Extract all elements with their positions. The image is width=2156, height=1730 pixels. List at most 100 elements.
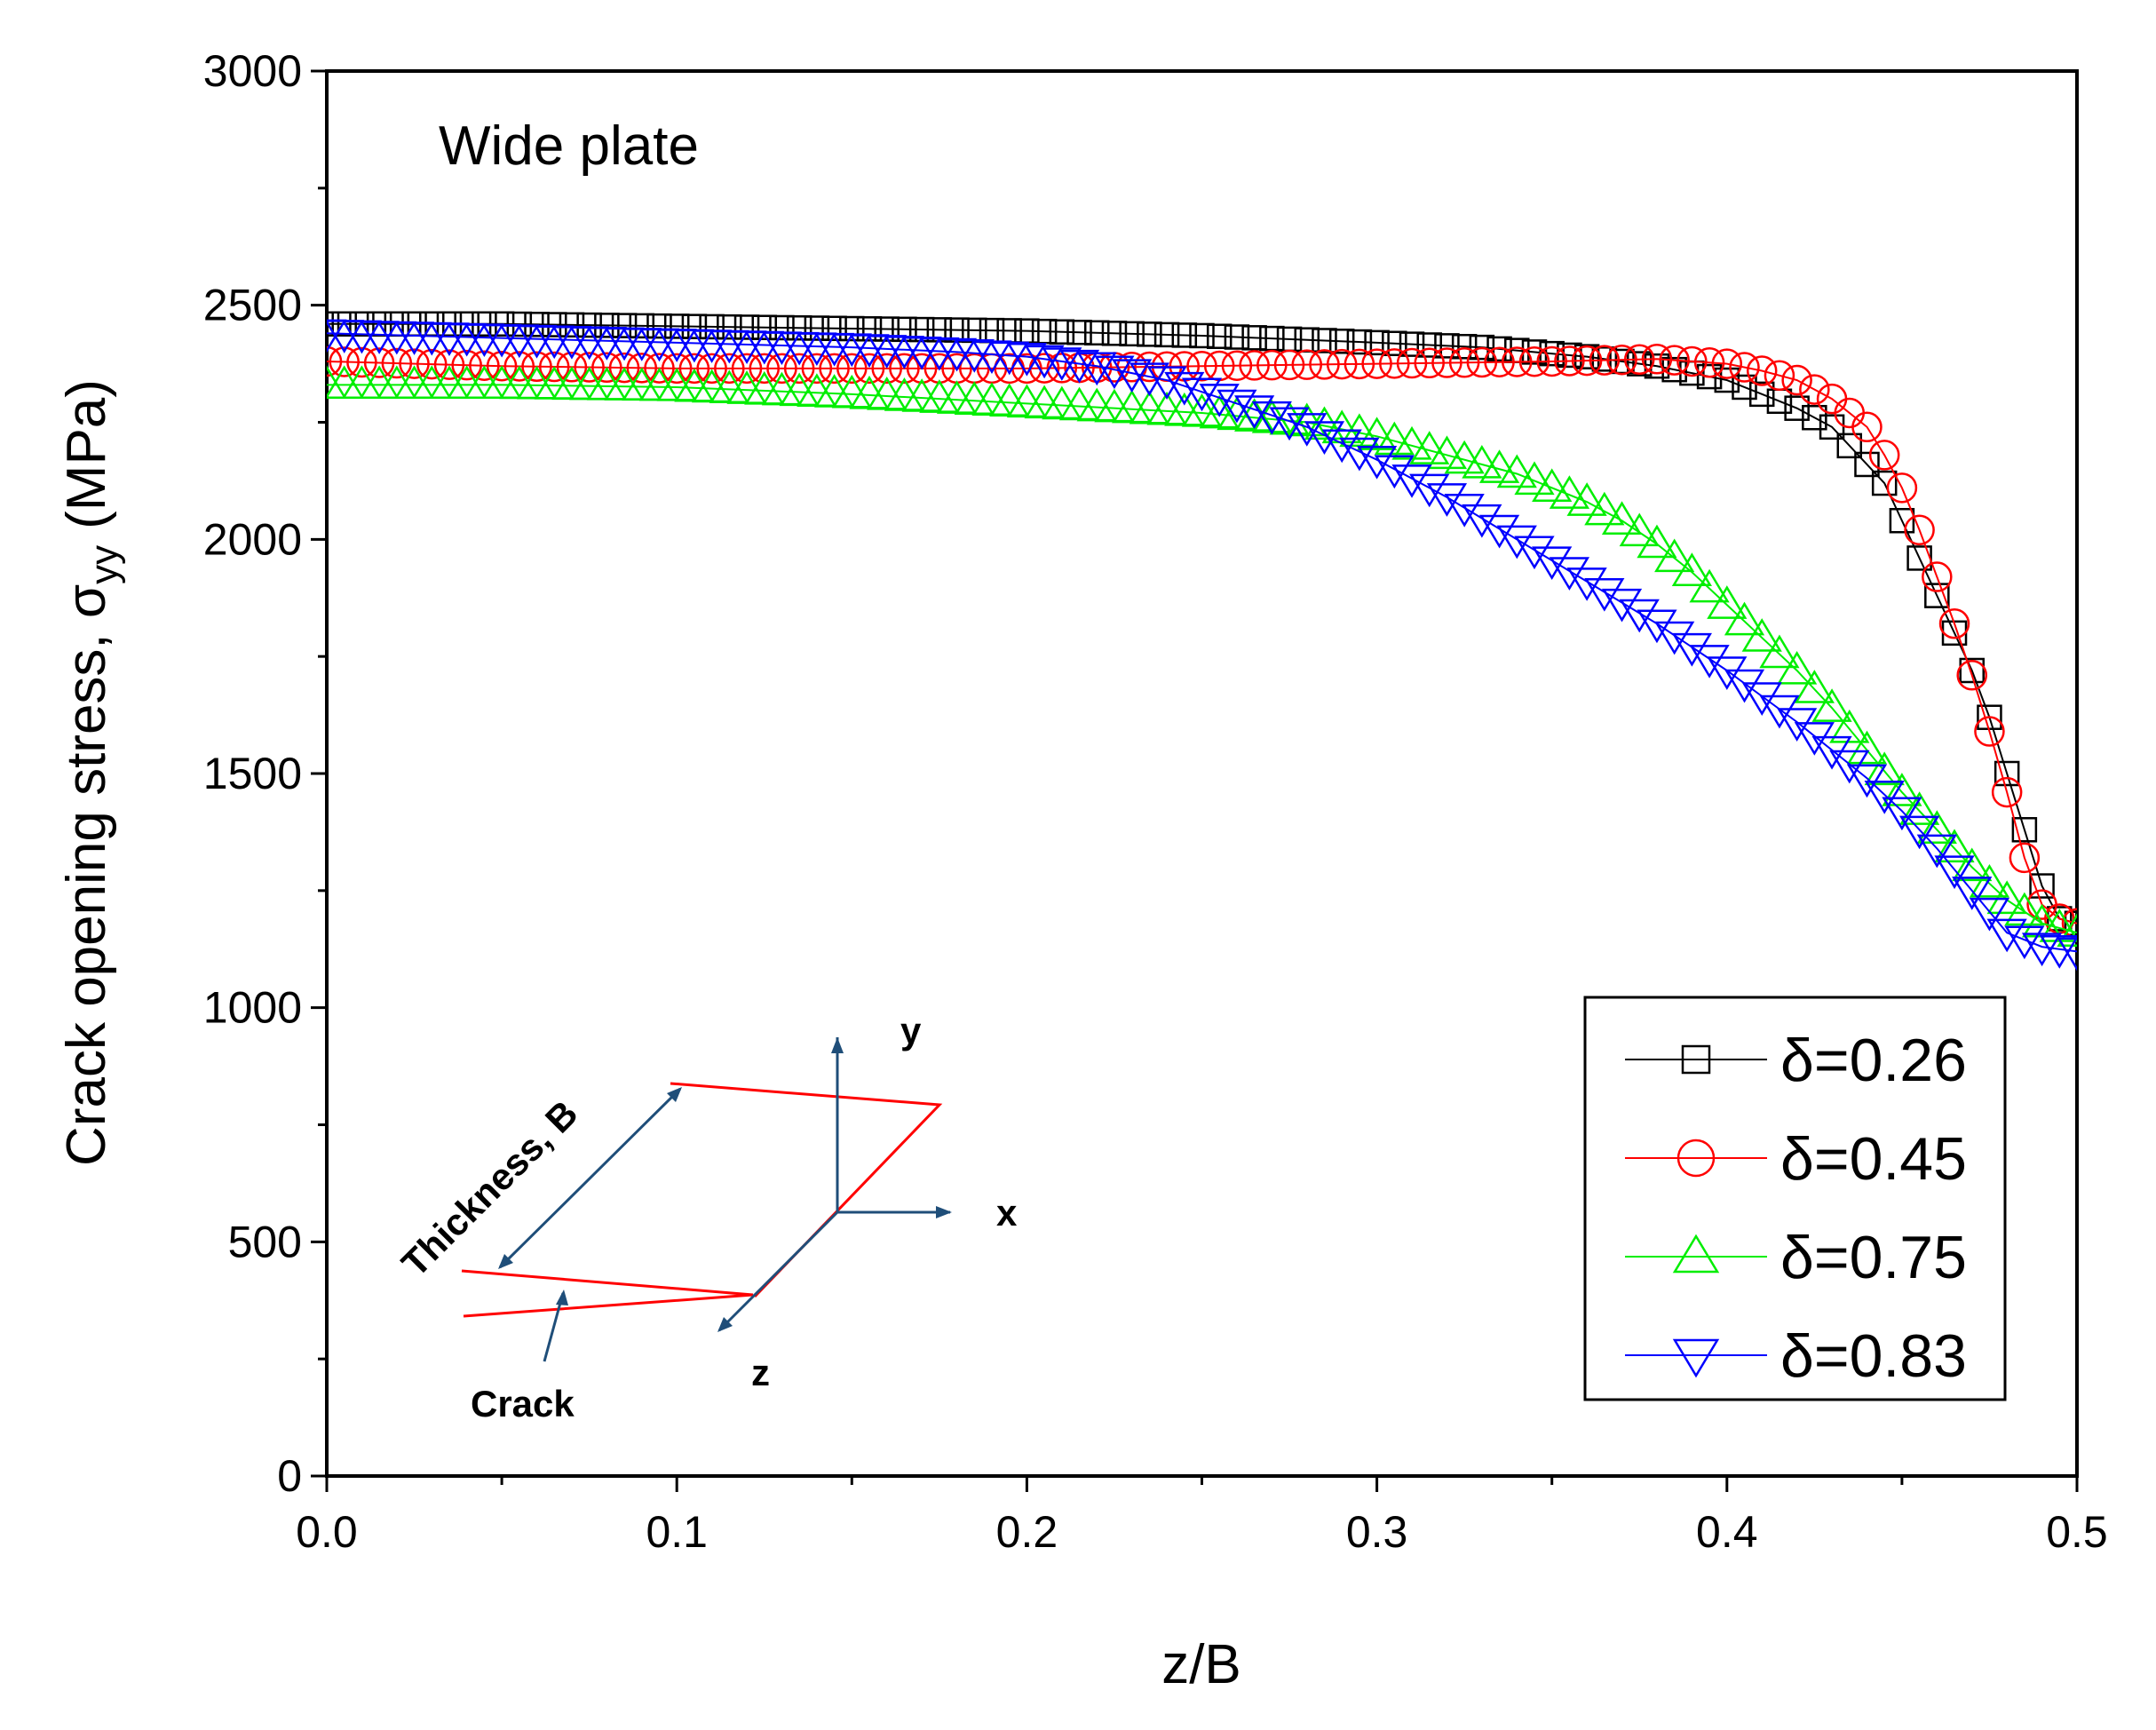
data-point: [556, 352, 588, 383]
data-point: [1024, 385, 1065, 419]
data-point: [1584, 577, 1625, 612]
thickness-double-arrow: [498, 1087, 682, 1269]
data-point: [1748, 381, 1775, 408]
data-point: [749, 353, 780, 385]
data-point: [1076, 352, 1117, 386]
series-line: [327, 384, 2077, 934]
data-point: [726, 330, 767, 364]
data-point: [1076, 387, 1117, 422]
data-point: [1781, 364, 1812, 396]
data-point: [1557, 342, 1582, 369]
data-point: [1619, 599, 1660, 633]
data-point: [329, 346, 360, 377]
data-point: [1729, 352, 1760, 383]
data-point: [681, 313, 708, 339]
data-point: [989, 383, 1030, 417]
data-point: [1399, 331, 1425, 357]
x-arrowhead-icon: [936, 1206, 952, 1218]
data-point: [1469, 334, 1495, 361]
data-point: [2009, 842, 2041, 874]
x-axis-ticks: 0.0 0.1 0.2 0.3 0.4 0.5: [296, 1476, 2108, 1557]
data-point: [779, 372, 820, 407]
data-point: [936, 380, 978, 414]
data-point: [1986, 880, 2027, 915]
data-point: [1689, 568, 1730, 603]
data-point: [1448, 347, 1480, 378]
data-point: [1256, 349, 1288, 381]
data-point: [1732, 374, 1757, 401]
data-point: [1137, 321, 1162, 347]
data-point: [1269, 407, 1310, 441]
data-point: [1922, 561, 1953, 592]
data-point: [1916, 810, 1957, 844]
data-point: [1601, 501, 1643, 535]
crack-pointer-arrowhead-icon: [556, 1290, 568, 1305]
data-point: [1619, 512, 1660, 547]
data-point: [594, 313, 620, 338]
data-point: [1934, 829, 1975, 863]
y-tick-label: 2000: [203, 514, 302, 564]
data-point: [1864, 781, 1905, 814]
data-point: [1484, 346, 1515, 377]
data-point: [2061, 908, 2077, 939]
data-point: [1899, 791, 1940, 825]
series-4: [327, 319, 2077, 972]
data-point: [1711, 348, 1743, 379]
data-point: [1434, 333, 1460, 359]
data-point: [1426, 435, 1468, 470]
data-point: [1287, 402, 1328, 437]
data-point: [678, 353, 710, 385]
data-point: [1251, 401, 1292, 435]
y-tick-label: 3000: [203, 46, 302, 96]
data-point: [709, 329, 749, 364]
data-point: [779, 331, 820, 366]
data-point: [1042, 385, 1082, 420]
annotation-wide-plate: Wide plate: [439, 115, 699, 177]
data-point: [751, 314, 777, 340]
data-point: [1224, 324, 1250, 350]
data-point: [1514, 461, 1555, 496]
data-point: [1146, 366, 1187, 401]
data-point: [2029, 873, 2055, 899]
data-point: [1083, 320, 1110, 346]
data-point: [696, 353, 727, 385]
data-point: [821, 315, 847, 342]
data-point: [1496, 454, 1537, 488]
data-point: [936, 337, 978, 372]
y-tick-label: 0: [277, 1451, 302, 1501]
data-point: [1746, 355, 1778, 386]
data-point: [451, 349, 482, 381]
data-point: [971, 340, 1012, 375]
data-point: [1189, 322, 1215, 349]
data-point: [1291, 349, 1323, 380]
data-point: [1287, 413, 1328, 447]
data-point: [1906, 545, 1932, 571]
data-point: [1549, 475, 1590, 509]
y-axis-ticks: 0 500 1000 1500 2000 2500 3000: [203, 46, 327, 1501]
data-point: [1112, 389, 1153, 424]
y-tick-label: 500: [228, 1217, 302, 1266]
data-point: [626, 353, 658, 384]
data-point: [1784, 395, 1810, 421]
data-point: [836, 353, 868, 385]
data-point: [1994, 760, 2020, 787]
data-point: [1974, 716, 2005, 747]
data-point: [1006, 384, 1048, 418]
inset-crack-label: Crack: [471, 1383, 575, 1424]
data-point: [769, 314, 795, 341]
y-axis-title-unit: (MPa): [56, 379, 117, 529]
data-point: [1344, 348, 1375, 380]
data-point: [331, 311, 357, 337]
data-point: [1382, 330, 1407, 356]
data-point: [731, 353, 763, 385]
data-point: [856, 316, 883, 342]
data-point: [1882, 773, 1922, 806]
data-point: [1119, 321, 1145, 347]
x-tick-label: 0.3: [1346, 1507, 1408, 1557]
data-point: [1676, 345, 1708, 377]
data-point: [1239, 350, 1270, 381]
data-point: [1241, 325, 1267, 351]
data-point: [1864, 751, 1905, 786]
data-point: [327, 365, 365, 400]
data-point: [1234, 395, 1275, 429]
